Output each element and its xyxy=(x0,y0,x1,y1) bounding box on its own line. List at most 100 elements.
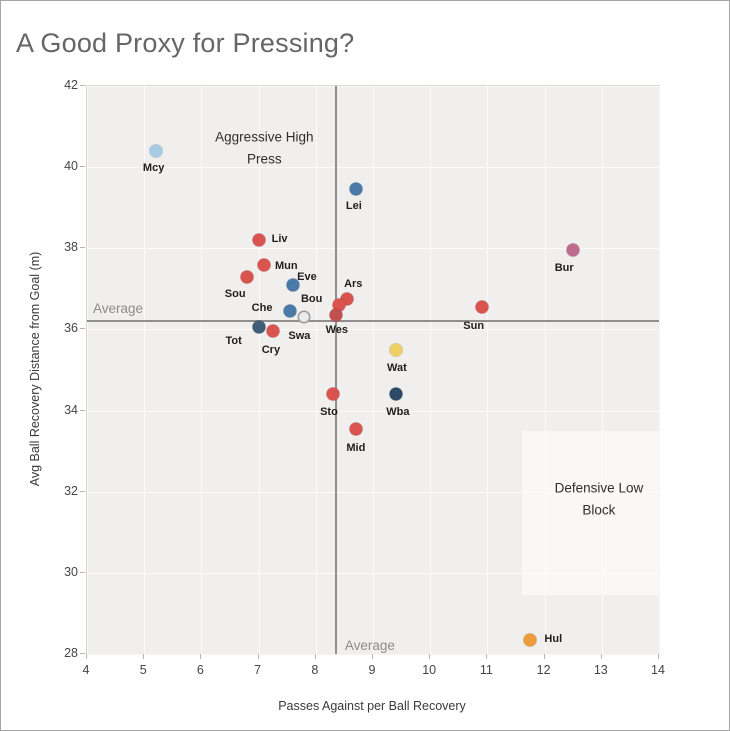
x-tick-mark xyxy=(658,654,659,659)
chart-title: A Good Proxy for Pressing? xyxy=(16,28,355,58)
y-tick-mark xyxy=(80,571,85,573)
x-tick-label: 4 xyxy=(82,663,90,677)
y-tick-mark xyxy=(80,85,85,86)
gridline-horizontal xyxy=(87,329,659,331)
gridline-horizontal xyxy=(87,491,659,493)
data-point-liv[interactable] xyxy=(252,233,266,247)
data-point-label-mid: Mid xyxy=(346,441,366,454)
x-axis-title: Passes Against per Ball Recovery xyxy=(278,699,466,713)
y-tick-mark xyxy=(80,409,85,411)
gridline-vertical xyxy=(544,86,546,654)
gridline-vertical xyxy=(430,86,432,654)
data-point-tot[interactable] xyxy=(252,320,266,334)
quadrant-highlight-box xyxy=(521,430,659,596)
data-point-label-lei: Lei xyxy=(345,200,362,213)
x-tick-mark xyxy=(486,654,488,659)
data-point-label-swa: Swa xyxy=(288,330,311,343)
data-point-sun[interactable] xyxy=(475,300,489,314)
data-point-mun[interactable] xyxy=(257,258,271,271)
gridline-horizontal xyxy=(87,248,659,250)
data-point-sto[interactable] xyxy=(326,387,340,401)
data-point-label-sou: Sou xyxy=(224,287,246,300)
y-tick-label: 40 xyxy=(64,159,78,174)
y-tick-label: 28 xyxy=(64,646,78,660)
data-point-label-eve: Eve xyxy=(297,270,317,283)
gridline-horizontal xyxy=(87,167,659,169)
data-point-wes[interactable] xyxy=(329,308,343,322)
gridline-horizontal xyxy=(87,654,659,655)
average-label-bottom: Average xyxy=(344,638,395,653)
x-tick-label: 14 xyxy=(651,663,665,677)
average-line-horizontal xyxy=(87,320,659,323)
x-tick-label: 5 xyxy=(139,663,147,677)
gridline-vertical xyxy=(659,86,660,654)
data-point-cry[interactable] xyxy=(266,324,280,338)
x-tick-mark xyxy=(600,654,602,659)
annotation-aggressive-high-press: Aggressive High Press xyxy=(215,129,314,167)
data-point-wat[interactable] xyxy=(389,343,403,357)
data-point-label-wes: Wes xyxy=(325,324,349,337)
plot-area: Average Average Aggressive High Press Defens… xyxy=(86,85,660,655)
gridline-vertical xyxy=(601,86,603,654)
data-point-bou[interactable] xyxy=(332,298,346,312)
gridline-vertical xyxy=(487,86,489,654)
y-tick-mark xyxy=(80,653,85,654)
y-tick-mark xyxy=(80,247,85,249)
y-tick-label: 34 xyxy=(64,402,78,417)
data-point-label-cry: Cry xyxy=(261,344,281,357)
data-point-che[interactable] xyxy=(283,304,297,318)
data-point-label-bou: Bou xyxy=(300,293,323,306)
y-axis-title: Avg Ball Recovery Distance from Goal (m) xyxy=(28,251,42,487)
data-point-label-mcy: Mcy xyxy=(142,161,165,174)
y-tick-mark xyxy=(80,166,85,168)
data-point-lei[interactable] xyxy=(349,182,363,196)
data-point-label-wba: Wba xyxy=(386,406,410,419)
data-point-label-tot: Tot xyxy=(225,335,242,348)
data-point-mcy[interactable] xyxy=(149,144,163,158)
x-tick-label: 10 xyxy=(422,663,437,677)
x-tick-label: 6 xyxy=(196,663,204,677)
data-point-mid[interactable] xyxy=(349,422,363,436)
gridline-horizontal xyxy=(87,572,659,574)
data-point-bur[interactable] xyxy=(566,243,580,257)
x-tick-mark xyxy=(372,654,373,659)
x-tick-mark xyxy=(143,654,145,659)
x-tick-mark xyxy=(429,654,431,659)
gridline-vertical xyxy=(201,86,203,654)
data-point-label-sun: Sun xyxy=(463,320,485,333)
y-tick-label: 30 xyxy=(64,564,78,579)
data-point-hul[interactable] xyxy=(523,633,537,647)
data-point-label-wat: Wat xyxy=(386,361,407,374)
data-point-wba[interactable] xyxy=(389,387,403,401)
x-tick-label: 12 xyxy=(536,663,551,677)
average-line-vertical xyxy=(334,86,337,654)
data-point-sou[interactable] xyxy=(240,270,254,284)
data-point-label-ars: Ars xyxy=(344,278,363,290)
data-point-label-liv: Liv xyxy=(271,233,288,246)
gridline-vertical xyxy=(87,86,88,654)
average-label-left: Average xyxy=(93,301,144,317)
x-tick-mark xyxy=(314,654,316,659)
x-tick-mark xyxy=(200,654,202,659)
data-point-label-sto: Sto xyxy=(320,406,338,419)
x-tick-mark xyxy=(543,654,545,659)
x-tick-label: 13 xyxy=(593,663,608,677)
x-tick-label: 7 xyxy=(254,663,262,677)
x-tick-mark xyxy=(257,654,259,659)
gridline-horizontal xyxy=(87,86,659,87)
x-tick-label: 11 xyxy=(479,663,493,677)
x-tick-mark xyxy=(86,654,87,659)
data-point-label-che: Che xyxy=(251,302,273,315)
y-tick-label: 32 xyxy=(64,483,78,498)
data-point-eve[interactable] xyxy=(286,278,300,292)
y-tick-mark xyxy=(80,490,85,492)
data-point-swa[interactable] xyxy=(297,310,311,324)
annotation-defensive-low-block: Defensive Low Block xyxy=(554,480,644,518)
y-tick-label: 42 xyxy=(64,78,78,92)
gridline-vertical xyxy=(315,86,317,654)
x-tick-label: 8 xyxy=(311,663,319,677)
gridline-horizontal xyxy=(87,410,659,412)
y-tick-label: 36 xyxy=(64,321,78,336)
y-tick-mark xyxy=(80,328,85,330)
